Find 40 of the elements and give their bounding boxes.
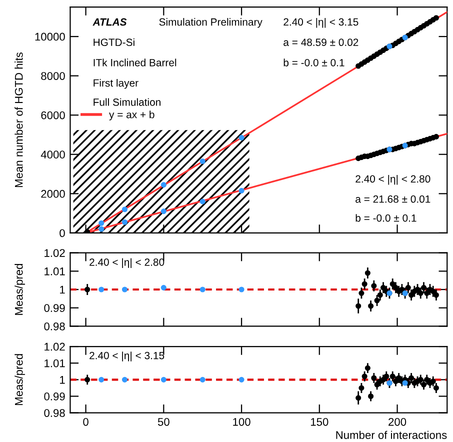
y-axis-title: Mean number of HGTD hits <box>14 52 23 188</box>
x-tick-label: 100 <box>233 418 250 426</box>
annotation: 2.40 < |η| < 3.15 <box>284 18 358 28</box>
y-tick-label: 1.01 <box>44 359 65 368</box>
y-axis-title: Meas/pred <box>14 264 25 315</box>
y-tick-label: 10000 <box>35 32 65 41</box>
annotation: b = -0.0 ± 0.1 <box>356 214 416 222</box>
annotation: Simulation Preliminary <box>159 18 262 28</box>
x-axis-title: Number of interactions <box>336 430 447 439</box>
annotation: b = -0.0 ± 0.1 <box>284 58 344 66</box>
y-tick-label: 1 <box>60 286 65 294</box>
y-tick-label: 0 <box>60 229 65 238</box>
y-tick-label: 0.98 <box>44 409 65 417</box>
legend-label: y = ax + b <box>109 110 154 120</box>
annotation: 2.40 < |η| < 3.15 <box>90 352 164 362</box>
annotation: First layer <box>94 79 138 89</box>
annotation: HGTD-Si <box>94 38 134 46</box>
x-tick-label: 0 <box>83 418 88 426</box>
annotation: Full Simulation <box>94 98 160 106</box>
y-tick-label: 1 <box>60 376 65 384</box>
y-tick-label: 0.99 <box>44 304 65 312</box>
y-tick-label: 1.02 <box>44 249 65 257</box>
annotation: 2.40 < |η| < 2.80 <box>356 174 430 185</box>
y-tick-label: 0.98 <box>44 322 65 330</box>
y-tick-label: 1.01 <box>44 267 65 276</box>
annotation: a = 21.68 ± 0.01 <box>356 195 430 203</box>
y-tick-label: 8000 <box>41 72 65 80</box>
annotation: 2.40 < |η| < 2.80 <box>90 258 164 268</box>
y-tick-label: 0.99 <box>44 392 65 400</box>
annotation: ATLAS <box>92 18 127 26</box>
annotation: a = 48.59 ± 0.02 <box>284 38 358 46</box>
y-tick-label: 2000 <box>41 190 65 198</box>
y-tick-label: 1.02 <box>44 342 65 351</box>
x-tick-label: 200 <box>388 418 406 426</box>
y-axis-title: Meas/pred <box>14 354 25 406</box>
annotation: ITk Inclined Barrel <box>94 58 176 66</box>
x-tick-label: 150 <box>310 418 328 426</box>
y-tick-label: 6000 <box>41 111 65 120</box>
y-tick-label: 4000 <box>40 150 65 159</box>
x-tick-label: 50 <box>158 418 170 426</box>
